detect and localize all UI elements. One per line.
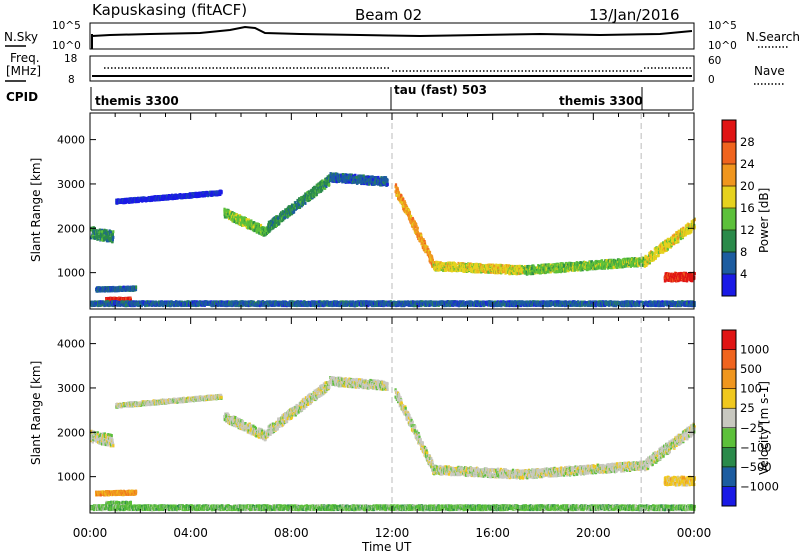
power-echo-cell (129, 298, 132, 302)
power-echo-cell (386, 183, 389, 187)
power-echo-band (223, 207, 268, 237)
station-title: Kapuskasing (fitACF) (92, 1, 247, 19)
noise-sky-trace (91, 25, 693, 38)
nave-tick-top: 60 (708, 55, 721, 67)
freq-panel-frame (89, 55, 695, 82)
power-echo-cell (408, 210, 411, 214)
power-echo-cell (207, 194, 210, 198)
power-echo-band (522, 256, 646, 276)
power-echo-cell (93, 229, 96, 233)
noise-right-tick-bottom: 10^0 (708, 40, 737, 52)
power-echo-cell (101, 286, 104, 290)
power-echo-cell (91, 234, 94, 238)
power-echo-cell (111, 240, 114, 244)
power-echo-cell (386, 178, 389, 182)
noise-right-label: N.Search (746, 30, 800, 44)
power-echo-cell (690, 230, 693, 234)
noise-left-tick-bottom: 10^0 (52, 40, 81, 52)
power-echo-cell (402, 197, 405, 201)
power-echo-cell (111, 237, 114, 241)
power-echo-cell (103, 233, 106, 237)
power-echo-cell (103, 230, 106, 234)
power-echo-cell (655, 254, 658, 258)
freq-tick-top: 18 (64, 53, 77, 65)
freq-label-1: Freq. (10, 51, 40, 65)
freq-label-2: [MHz] (6, 64, 41, 78)
power-echo-cell (220, 190, 223, 194)
power-echo-cell (134, 285, 138, 289)
power-echo-cell (111, 234, 114, 238)
noise-right-tick-top: 10^5 (708, 20, 737, 32)
cpid-label: CPID (6, 90, 38, 104)
power-echo-band (643, 217, 696, 268)
power-echo-band (266, 174, 331, 234)
power-echo-cell (98, 228, 101, 232)
power-echo-band (90, 226, 115, 244)
power-echo-cell (677, 239, 680, 243)
power-echo-cell (293, 210, 296, 214)
power-echo-cell (304, 201, 307, 205)
power-echo-band (663, 271, 696, 283)
nave-tick-bottom: 0 (708, 74, 715, 86)
power-echo-cell (101, 230, 104, 234)
power-echo-cell (99, 230, 102, 234)
cpid-segment-2: tau (fast) 503 (394, 83, 487, 97)
power-echo-cell (101, 238, 104, 242)
beam-title: Beam 02 (355, 6, 422, 24)
power-echo-cell (95, 233, 99, 237)
power-echo-cell (92, 236, 95, 240)
power-echo-cell (416, 226, 419, 230)
power-echo-cell (90, 236, 93, 240)
power-echo-cell (112, 230, 115, 234)
noise-left-tick-top: 10^5 (52, 20, 81, 32)
power-echo-cell (98, 235, 101, 239)
power-echo-layer (90, 172, 696, 308)
power-echo-cell (105, 237, 108, 241)
power-echo-band (394, 183, 434, 269)
power-echo-cell (98, 233, 101, 237)
nave-label: Nave (754, 64, 785, 78)
freq-tick-bottom: 8 (68, 74, 75, 86)
power-echo-cell (428, 250, 432, 254)
noise-panel-frame (89, 22, 695, 50)
power-echo-cell (98, 286, 101, 290)
power-echo-band (115, 189, 223, 205)
noise-left-label: N.Sky (4, 30, 38, 44)
power-echo-cell (134, 288, 138, 292)
power-echo-band (329, 172, 389, 187)
cpid-segment-1: themis 3300 (95, 94, 179, 108)
power-echo-cell (394, 183, 398, 187)
power-echo-cell (105, 229, 108, 233)
cpid-segment-3: themis 3300 (559, 94, 643, 108)
power-echo-band (432, 260, 525, 276)
power-echo-band (95, 285, 138, 293)
power-echo-cell (223, 207, 226, 211)
power-echo-cell (112, 235, 115, 239)
power-echo-cell (657, 254, 660, 257)
power-echo-cell (109, 231, 112, 234)
power-echo-cell (119, 285, 122, 289)
date-title: 13/Jan/2016 (589, 6, 680, 24)
power-echo-cell (109, 236, 112, 240)
power-echo-cell (328, 183, 331, 187)
power-echo-cell (103, 228, 106, 232)
